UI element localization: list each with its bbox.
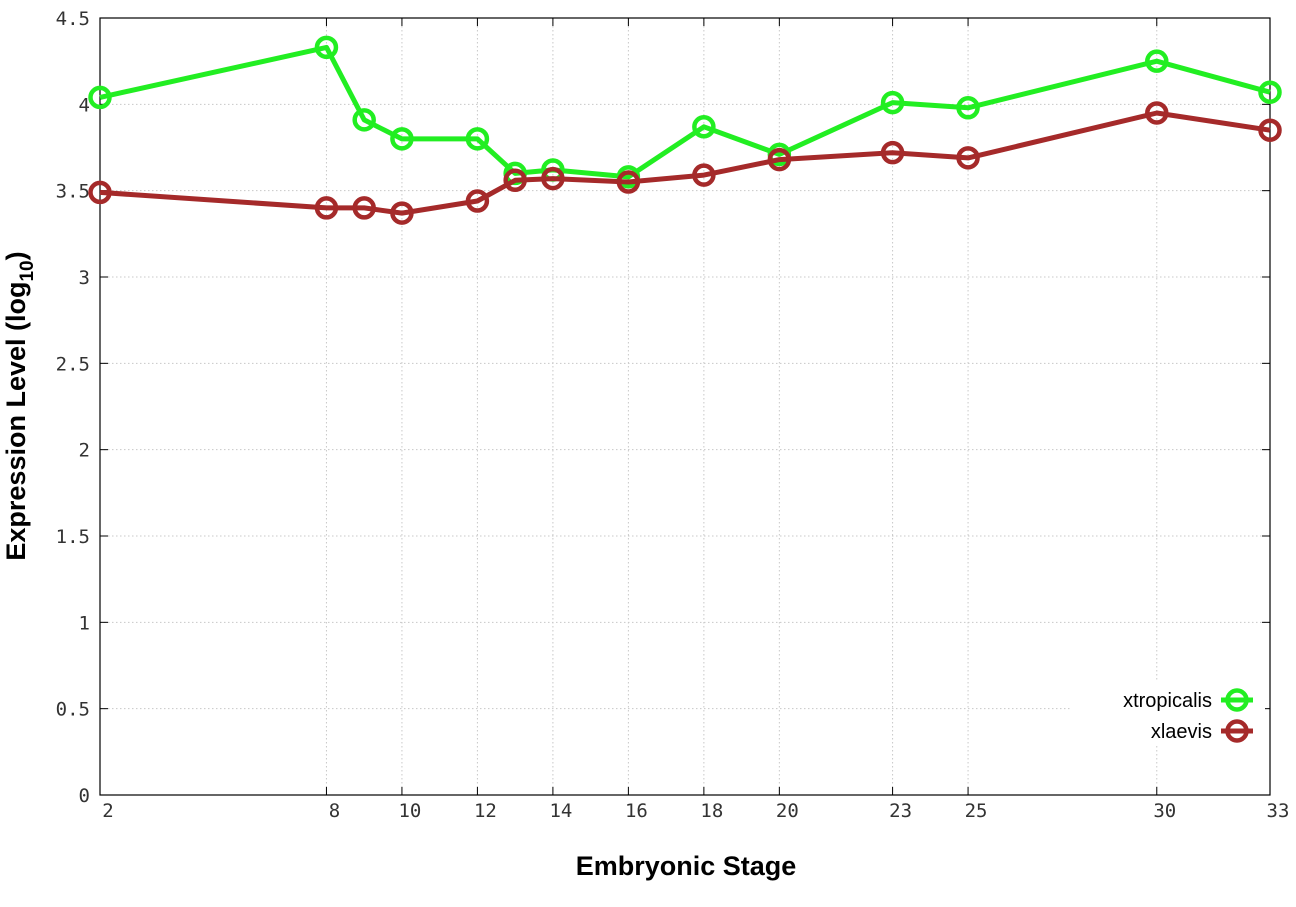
series-xlaevis [88, 101, 1282, 225]
data-point-xlaevis [1258, 118, 1282, 142]
series-line-xtropicalis [99, 44, 1271, 180]
data-point-xtropicalis [465, 127, 490, 151]
data-point-xlaevis [503, 168, 527, 193]
y-tick-label: 1 [79, 612, 90, 634]
legend-label: xlaevis [1151, 721, 1212, 743]
x-tick-label: 20 [776, 800, 799, 822]
data-point-xtropicalis [692, 115, 716, 139]
data-point-xlaevis [1145, 101, 1169, 125]
y-axis-title-subscript: 10 [17, 260, 38, 281]
data-point-xtropicalis [314, 35, 339, 60]
series-xtropicalis [88, 35, 1282, 189]
x-tick-label: 18 [700, 800, 723, 822]
series-layer [88, 35, 1282, 225]
x-tick-label: 25 [965, 800, 988, 822]
y-tick-label: 2.5 [56, 353, 90, 375]
legend-swatch-marker [1225, 688, 1249, 712]
data-point-xlaevis [352, 196, 376, 220]
x-tick-label: 12 [474, 800, 497, 822]
data-point-xlaevis [880, 140, 905, 165]
y-tick-label: 0.5 [56, 699, 90, 721]
data-point-xtropicalis [1258, 80, 1282, 104]
y-tick-label: 2 [79, 440, 90, 462]
x-tick-label: 30 [1153, 800, 1176, 822]
data-point-xlaevis [616, 170, 641, 194]
y-axis-title-main: Expression Level (log [1, 282, 31, 561]
data-point-xtropicalis [390, 127, 414, 151]
y-axis-title: Expression Level (log10) [1, 251, 38, 560]
x-tick-label: 14 [549, 800, 572, 822]
x-tick-label: 2 [102, 800, 113, 822]
y-tick-label: 4.5 [56, 8, 90, 30]
x-axis-title: Embryonic Stage [576, 851, 797, 881]
x-tick-label: 33 [1267, 800, 1290, 822]
x-tick-label: 16 [625, 800, 648, 822]
legend-item-xtropicalis: xtropicalis [1123, 688, 1253, 712]
data-point-xtropicalis [352, 108, 376, 132]
data-point-xlaevis [390, 201, 414, 225]
y-tick-label: 0 [79, 785, 90, 807]
data-point-xtropicalis [1145, 49, 1169, 73]
grid-lines [99, 17, 1271, 796]
y-tick-label: 3.5 [56, 181, 90, 203]
y-tick-labels: 0 0.5 1 1.5 2 2.5 3 3.5 4 4.5 [56, 8, 90, 807]
y-tick-label: 4 [79, 94, 90, 116]
data-point-xtropicalis [956, 96, 980, 120]
data-point-xlaevis [541, 166, 565, 191]
data-point-xlaevis [692, 163, 716, 187]
series-line-xlaevis [99, 110, 1271, 216]
axis-ticks [99, 17, 1271, 796]
legend-label: xtropicalis [1123, 690, 1212, 712]
data-point-xlaevis [314, 196, 339, 220]
data-point-xtropicalis [88, 85, 112, 110]
data-point-xlaevis [88, 180, 112, 205]
y-tick-label: 1.5 [56, 526, 90, 548]
legend: xtropicalis xlaevis [1070, 682, 1265, 746]
x-tick-label: 23 [889, 800, 912, 822]
data-point-xlaevis [956, 146, 980, 170]
y-tick-label: 3 [79, 267, 90, 289]
x-tick-label: 8 [329, 800, 340, 822]
x-tick-label: 10 [398, 800, 421, 822]
data-point-xtropicalis [880, 90, 905, 115]
plot-frame [99, 17, 1271, 796]
y-axis-title-close: ) [1, 251, 31, 260]
legend-swatch-marker [1225, 719, 1249, 743]
legend-item-xlaevis: xlaevis [1151, 719, 1253, 743]
data-point-xlaevis [767, 147, 792, 172]
x-tick-labels: 2 8 10 12 14 16 18 20 23 25 30 33 [102, 800, 1289, 822]
data-point-xlaevis [465, 189, 490, 213]
